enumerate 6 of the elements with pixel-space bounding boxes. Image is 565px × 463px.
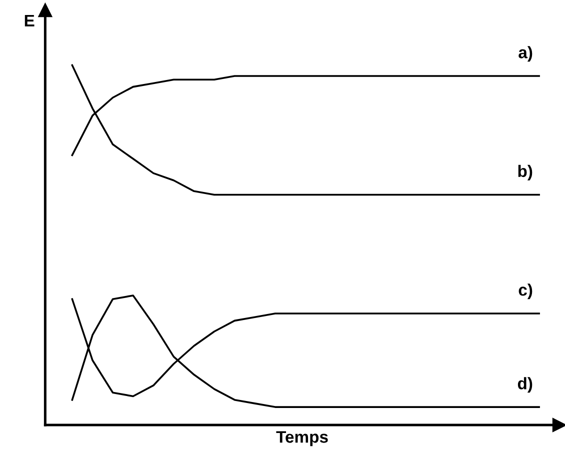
series-label: d) (518, 377, 532, 393)
series-label: a) (518, 46, 532, 62)
series-label: b) (518, 164, 532, 180)
y-axis-title: E (24, 14, 34, 26)
x-axis-title: Temps (276, 431, 328, 446)
series-label: c) (518, 284, 532, 300)
